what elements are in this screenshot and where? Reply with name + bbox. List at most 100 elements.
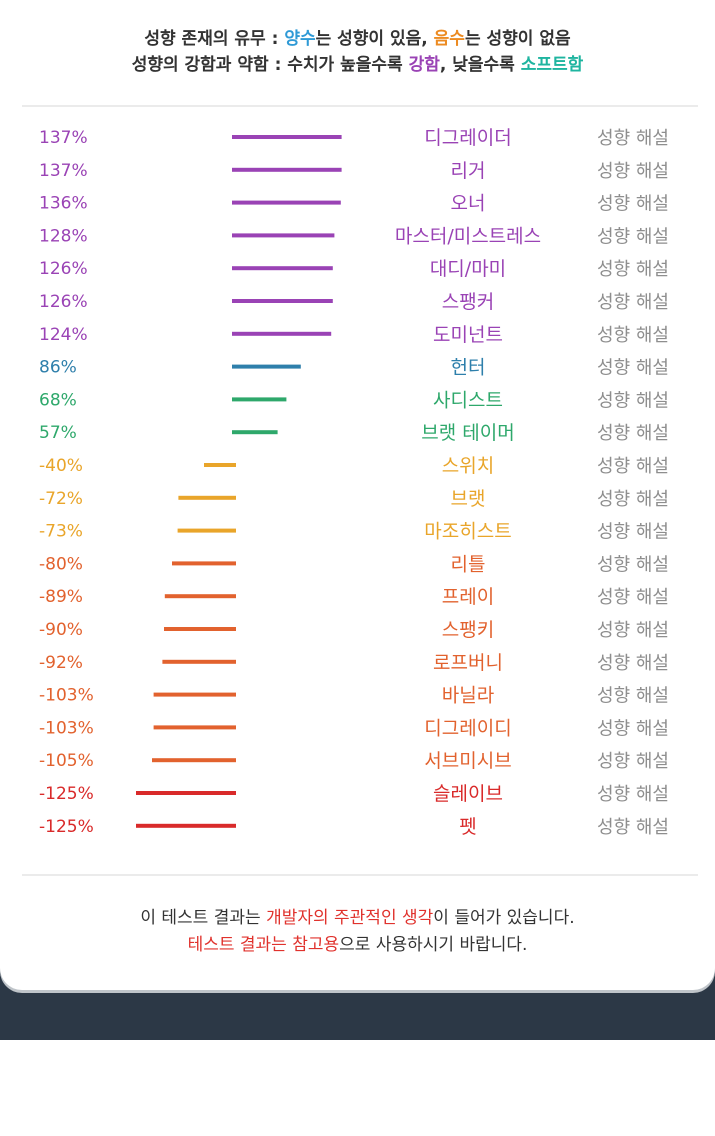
tendency-explanation-link[interactable]: 성향 해설 bbox=[597, 358, 669, 379]
tendency-explanation-link[interactable]: 성향 해설 bbox=[597, 751, 669, 772]
tendency-bar bbox=[153, 692, 236, 697]
tendency-explanation-link[interactable]: 성향 해설 bbox=[597, 522, 669, 543]
value-label: 136% bbox=[39, 194, 88, 214]
tendency-explanation-link[interactable]: 성향 해설 bbox=[597, 489, 669, 510]
disclaimer-tail: 이 들어가 있습니다. bbox=[433, 908, 575, 928]
tendency-bar bbox=[232, 233, 335, 238]
legend-positive-text: 는 성향이 있음, bbox=[315, 29, 434, 49]
tendency-explanation-link[interactable]: 성향 해설 bbox=[597, 128, 669, 149]
legend-strong-word: 강함 bbox=[408, 55, 440, 75]
tendency-explanation-link[interactable]: 성향 해설 bbox=[597, 620, 669, 641]
value-label: 124% bbox=[39, 325, 88, 345]
legend-strength: 성향의 강함과 약함 : 수치가 높을수록 강함, 낮을수록 소프트함 bbox=[0, 50, 715, 75]
value-label: -40% bbox=[39, 456, 83, 476]
tendency-explanation-link[interactable]: 성향 해설 bbox=[597, 292, 669, 313]
value-label: 126% bbox=[39, 292, 88, 312]
value-label: 57% bbox=[39, 423, 77, 443]
value-label: -80% bbox=[39, 554, 83, 574]
value-label: 86% bbox=[39, 358, 77, 378]
disclaimer-line-2: 테스트 결과는 참고용으로 사용하시기 바랍니다. bbox=[0, 930, 715, 955]
value-label: 68% bbox=[39, 390, 77, 410]
divider bbox=[22, 105, 698, 107]
tendency-explanation-link[interactable]: 성향 해설 bbox=[597, 718, 669, 739]
tendency-name: 리틀 bbox=[451, 553, 486, 575]
tendency-name: 슬레이브 bbox=[433, 783, 503, 805]
value-label: -92% bbox=[39, 653, 83, 673]
tendency-explanation-link[interactable]: 성향 해설 bbox=[597, 686, 669, 707]
tendency-bar bbox=[232, 167, 342, 172]
tendency-name: 리거 bbox=[451, 160, 486, 182]
tendency-explanation-link[interactable]: 성향 해설 bbox=[597, 587, 669, 608]
tendency-bar bbox=[177, 528, 236, 533]
legend-strength-label: 성향의 강함과 약함 : 수치가 높을수록 bbox=[131, 55, 409, 75]
value-label: -125% bbox=[39, 817, 94, 837]
value-label: 126% bbox=[39, 259, 88, 279]
tendency-name: 로프버니 bbox=[433, 652, 503, 674]
tendency-name: 펫 bbox=[459, 816, 476, 838]
tendency-name: 마조히스트 bbox=[424, 521, 511, 543]
tendency-explanation-link[interactable]: 성향 해설 bbox=[597, 423, 669, 444]
disclaimer-highlight: 개발자의 주관적인 생각 bbox=[266, 908, 434, 928]
tendency-name: 스위치 bbox=[442, 455, 494, 477]
tendency-bar bbox=[164, 627, 236, 631]
value-label: 137% bbox=[39, 161, 88, 181]
tendency-name: 브랫 테이머 bbox=[421, 422, 514, 444]
tendency-bar bbox=[136, 791, 236, 795]
disclaimer-reference-tail: 으로 사용하시기 바랍니다. bbox=[339, 935, 528, 955]
tendency-bar bbox=[232, 135, 342, 139]
value-label: -105% bbox=[39, 751, 94, 771]
tendency-name: 대디/마미 bbox=[430, 258, 506, 280]
tendency-bar bbox=[178, 495, 236, 500]
tendency-explanation-link[interactable]: 성향 해설 bbox=[597, 161, 669, 182]
tendency-bar bbox=[164, 594, 236, 599]
legend-soft-word: 소프트함 bbox=[520, 55, 584, 75]
tendency-name: 서브미시브 bbox=[424, 750, 511, 772]
tendency-explanation-link[interactable]: 성향 해설 bbox=[597, 325, 669, 346]
tendency-explanation-link[interactable]: 성향 해설 bbox=[597, 194, 669, 215]
tendency-bar bbox=[153, 725, 236, 730]
tendency-explanation-link[interactable]: 성향 해설 bbox=[597, 653, 669, 674]
legend-positive-word: 양수 bbox=[284, 29, 316, 49]
tendency-name: 헌터 bbox=[451, 357, 486, 379]
legend-negative-text: 는 성향이 없음 bbox=[464, 29, 571, 49]
value-label: -72% bbox=[39, 489, 83, 509]
value-label: 137% bbox=[39, 128, 88, 148]
tendency-name: 사디스트 bbox=[433, 389, 503, 411]
value-label: -89% bbox=[39, 587, 83, 607]
tendency-explanation-link[interactable]: 성향 해설 bbox=[597, 554, 669, 575]
tendency-name: 디그레이더 bbox=[424, 127, 511, 149]
value-label: -125% bbox=[39, 784, 94, 804]
tendency-explanation-link[interactable]: 성향 해설 bbox=[597, 817, 669, 838]
tendency-name: 마스터/미스트레스 bbox=[395, 225, 541, 247]
disclaimer-lead: 이 테스트 결과는 bbox=[140, 908, 267, 928]
value-label: 128% bbox=[39, 226, 88, 246]
value-label: -73% bbox=[39, 522, 83, 542]
tendency-name: 바닐라 bbox=[442, 685, 494, 707]
legend-negative-word: 음수 bbox=[433, 29, 465, 49]
tendency-explanation-link[interactable]: 성향 해설 bbox=[597, 784, 669, 805]
divider bbox=[22, 874, 698, 876]
tendency-name: 도미넌트 bbox=[433, 324, 503, 346]
tendency-bar bbox=[232, 266, 333, 271]
tendency-bar bbox=[162, 659, 236, 664]
tendency-explanation-link[interactable]: 성향 해설 bbox=[597, 226, 669, 247]
tendency-explanation-link[interactable]: 성향 해설 bbox=[597, 456, 669, 477]
tendency-explanation-link[interactable]: 성향 해설 bbox=[597, 259, 669, 280]
tendency-bar bbox=[232, 364, 301, 369]
value-label: -103% bbox=[39, 686, 94, 706]
result-card: 성향 존재의 유무 : 양수는 성향이 있음, 음수는 성향이 없음 성향의 강… bbox=[0, 24, 715, 955]
tendency-bar bbox=[136, 823, 236, 828]
tendency-explanation-link[interactable]: 성향 해설 bbox=[597, 390, 669, 411]
tendency-bar bbox=[172, 561, 236, 566]
legend-strength-mid: , 낮을수록 bbox=[439, 55, 521, 75]
android-navigation-bar bbox=[0, 1040, 715, 1136]
tendency-bar bbox=[232, 397, 287, 402]
legend-presence: 성향 존재의 유무 : 양수는 성향이 있음, 음수는 성향이 없음 bbox=[0, 24, 715, 49]
tendency-name: 스팽커 bbox=[442, 291, 494, 313]
tendency-bar bbox=[232, 299, 333, 303]
value-label: -103% bbox=[39, 718, 94, 738]
legend-presence-label: 성향 존재의 유무 : bbox=[144, 29, 285, 49]
tendency-name: 오너 bbox=[451, 193, 486, 215]
tendency-bar bbox=[204, 463, 236, 467]
